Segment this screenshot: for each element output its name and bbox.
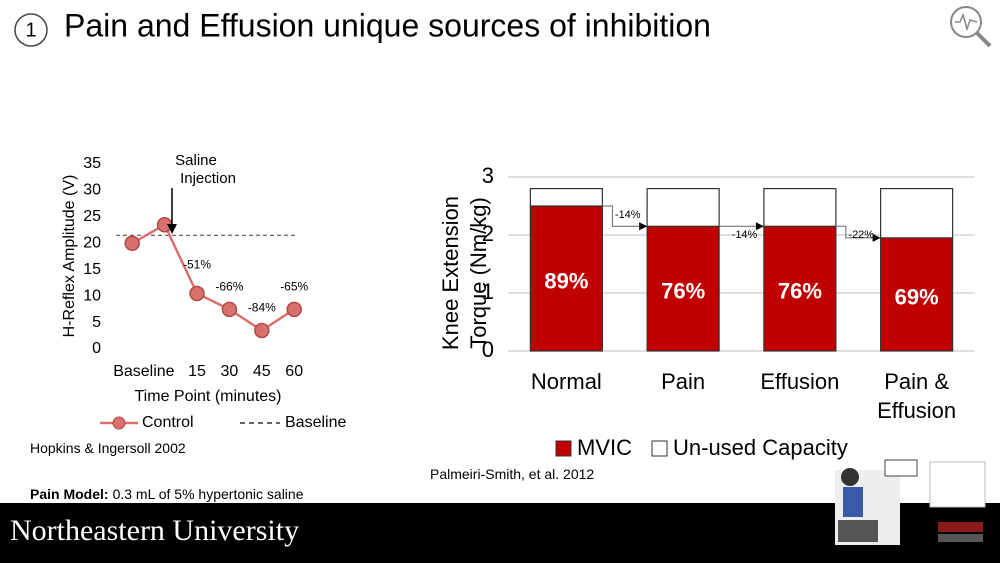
y-axis-label: H-Reflex Amplitude (V) <box>61 175 78 338</box>
x-tick-label: Pain & Effusion <box>877 369 957 423</box>
legend-label: Baseline <box>285 414 346 431</box>
footer-band <box>0 503 1000 563</box>
note-label: Pain Model: <box>30 486 109 502</box>
y-tick-label: 0 <box>92 340 101 357</box>
legend-label: Un-used Capacity <box>673 435 848 460</box>
x-tick-label: 60 <box>285 363 303 380</box>
change-connector <box>835 225 879 239</box>
bar-segment <box>763 188 837 227</box>
arrow-head <box>872 233 881 242</box>
bar-segment <box>880 237 954 352</box>
point-label: -66% <box>215 280 243 294</box>
x-tick-label: 15 <box>188 363 206 380</box>
y-tick-label: 15 <box>83 261 101 278</box>
data-point <box>221 301 238 318</box>
arrow-head <box>755 222 764 231</box>
bar-segment <box>880 188 954 239</box>
x-tick-label: Baseline <box>113 363 174 380</box>
percent-label: 76% <box>661 278 705 303</box>
y-tick-label: 20 <box>83 235 101 252</box>
data-point <box>189 285 205 302</box>
bar-segment <box>529 188 603 207</box>
annotation: Saline <box>175 152 217 169</box>
citation: Palmeiri-Smith, et al. 2012 <box>430 466 595 482</box>
note-text: 0.3 mL of 5% hypertonic saline <box>112 486 304 502</box>
x-tick-label: Effusion <box>760 369 840 394</box>
arrow-head <box>639 222 648 231</box>
y-tick-label: 35 <box>83 155 101 172</box>
x-tick-label: 30 <box>221 363 239 380</box>
change-label: -14% <box>732 229 758 241</box>
number-circle <box>14 13 48 47</box>
y-tick-label: 3 <box>482 163 494 188</box>
note: Pain Model: 0.3 mL of 5% hypertonic salin… <box>30 486 303 502</box>
y-tick-label: 10 <box>83 287 101 304</box>
x-axis-label: Time Point (minutes) <box>135 388 282 405</box>
data-point <box>254 322 270 339</box>
point-label: -84% <box>248 301 276 315</box>
x-tick-label: Pain <box>661 369 706 394</box>
illustration <box>835 459 986 545</box>
legend-swatch <box>651 440 668 457</box>
bar-segment <box>763 225 837 352</box>
percent-label: 89% <box>544 268 588 293</box>
annotation: Injection <box>180 170 236 187</box>
x-tick-label: Normal <box>530 369 602 394</box>
change-connector <box>602 205 646 227</box>
y-axis-label: Knee Extension Torque (Nm/kg) <box>438 195 491 351</box>
legend-swatch <box>555 440 572 457</box>
y-tick-label: 30 <box>83 182 101 199</box>
x-tick-label: 45 <box>253 363 271 380</box>
slide-title: Pain and Effusion unique sources of inhi… <box>64 7 711 43</box>
bar-segment <box>646 225 720 352</box>
arrow-head <box>167 224 177 234</box>
point-label: -51% <box>183 258 211 272</box>
y-tick-label: 5 <box>92 314 101 331</box>
bar-segment <box>529 205 603 352</box>
data-point <box>124 235 140 252</box>
legend-label: MVIC <box>577 435 632 460</box>
y-tick-label: 2 <box>482 221 494 246</box>
corner-icon <box>950 6 992 48</box>
bar-segment <box>646 188 720 227</box>
percent-label: 76% <box>778 278 822 303</box>
change-label: -14% <box>615 209 641 221</box>
point-label: -65% <box>280 280 308 294</box>
legend-label: Control <box>142 414 194 431</box>
y-tick-label: 0 <box>482 337 494 362</box>
citation: Hopkins & Ingersoll 2002 <box>30 440 186 456</box>
legend-marker <box>112 416 126 430</box>
data-point <box>286 301 302 318</box>
slide-number: 1 <box>25 19 36 41</box>
footer-text: Northeastern University <box>10 514 299 547</box>
change-label: -22% <box>848 229 874 241</box>
y-tick-label: 1 <box>482 279 494 304</box>
percent-label: 69% <box>895 284 939 309</box>
y-tick-label: 25 <box>83 208 101 225</box>
